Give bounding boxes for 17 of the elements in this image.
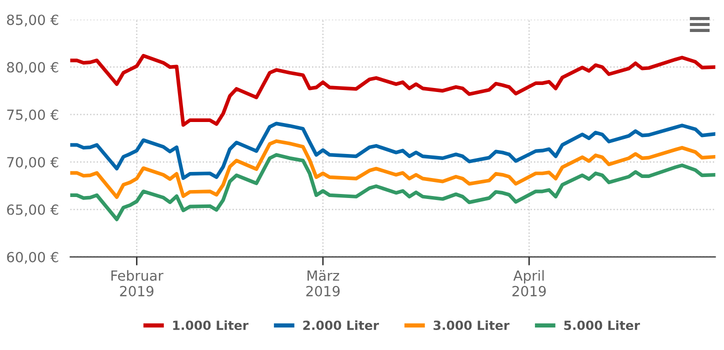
legend-label: 2.000 Liter	[303, 320, 379, 330]
y-tick-label: 65,00 €	[7, 204, 58, 216]
line-series	[70, 153, 716, 222]
legend-label: 5.000 Liter	[564, 320, 640, 330]
y-tick-label: 85,00 €	[7, 14, 58, 26]
y-tick-label: 60,00 €	[7, 252, 58, 264]
y-tick-label: 75,00 €	[7, 109, 58, 122]
legend-label: 1.000 Liter	[173, 320, 248, 330]
y-tick-label: 70,00 €	[7, 156, 58, 169]
x-tick-label: Februar 2019	[111, 270, 164, 296]
line-series	[70, 54, 716, 127]
y-tick-label: 80,00 €	[7, 62, 58, 74]
x-tick-label: März 2019	[306, 270, 340, 296]
x-tick-label: April 2019	[512, 270, 546, 296]
line-series	[70, 139, 716, 199]
legend-label: 3.000 Liter	[434, 320, 510, 330]
line-series	[70, 122, 716, 180]
